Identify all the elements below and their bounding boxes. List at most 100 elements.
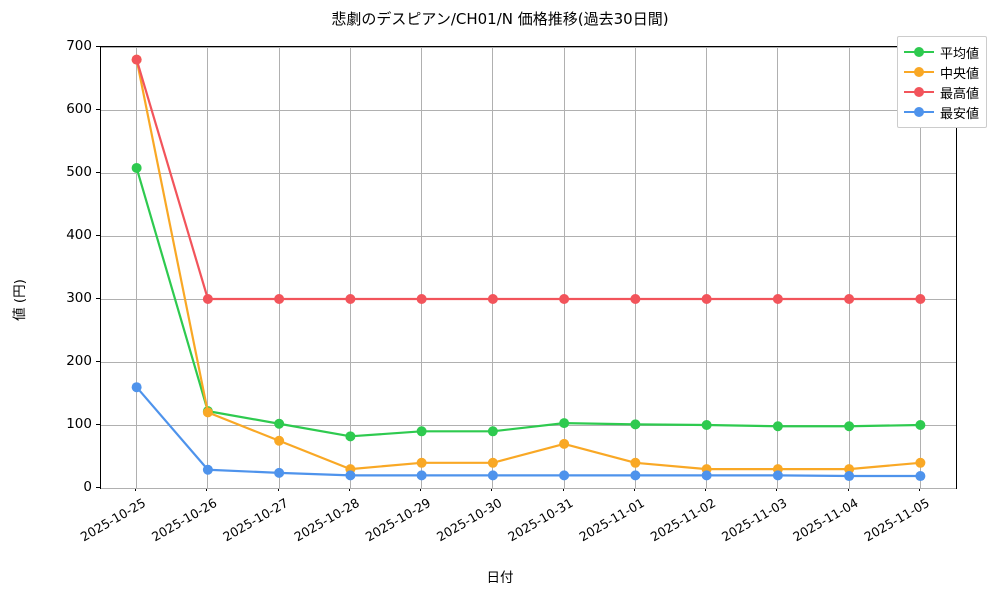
x-axis-tick-label: 2025-11-01 xyxy=(576,495,647,545)
legend-item-2[interactable]: 中央値 xyxy=(903,62,979,82)
x-axis-tick-label: 2025-10-27 xyxy=(220,495,291,545)
data-point xyxy=(844,471,855,482)
data-point xyxy=(274,435,285,446)
data-point xyxy=(274,418,285,429)
y-axis-tick-label: 100 xyxy=(66,416,92,432)
data-point xyxy=(487,426,498,437)
series-line xyxy=(135,386,922,478)
y-axis-label: 値 (円) xyxy=(12,279,28,321)
data-point xyxy=(202,294,213,304)
gridline-vertical xyxy=(136,47,138,488)
data-point xyxy=(844,421,855,432)
plot-area xyxy=(100,46,957,489)
data-point xyxy=(630,470,641,481)
y-axis-tick-label: 600 xyxy=(66,101,92,117)
x-axis-tick-mark xyxy=(277,487,279,491)
data-point xyxy=(772,470,783,481)
x-axis-tick-mark xyxy=(135,487,137,491)
data-point xyxy=(202,464,213,475)
y-axis-tick-mark xyxy=(96,234,100,236)
x-axis-tick-mark xyxy=(420,487,422,491)
legend-item-4[interactable]: 最安値 xyxy=(903,102,979,122)
x-axis-tick-label: 2025-11-03 xyxy=(718,495,790,545)
gridline-horizontal xyxy=(101,424,956,426)
series-2 xyxy=(131,54,926,475)
data-point xyxy=(701,294,712,304)
series-4 xyxy=(131,382,926,482)
data-point xyxy=(131,162,142,173)
gridline-vertical xyxy=(421,47,423,488)
chart-title: 悲劇のデスピアン/CH01/N 価格推移(過去30日間) xyxy=(331,10,669,28)
data-point xyxy=(915,471,926,482)
data-point xyxy=(772,294,783,304)
data-point xyxy=(345,431,356,442)
x-axis-tick-mark xyxy=(206,487,208,491)
data-point xyxy=(274,294,285,304)
data-series-layer xyxy=(131,54,926,482)
x-axis-tick-mark xyxy=(918,487,920,491)
y-axis-tick-mark xyxy=(96,108,100,110)
series-line xyxy=(135,58,922,471)
legend-item-3[interactable]: 最高値 xyxy=(903,82,979,102)
legend-marker-icon xyxy=(903,65,934,79)
x-axis-tick-label: 2025-10-28 xyxy=(291,495,362,545)
data-point xyxy=(701,420,712,430)
gridline-vertical xyxy=(777,47,779,488)
series-line xyxy=(135,166,922,438)
gridline-horizontal xyxy=(101,109,956,111)
legend-label: 平均値 xyxy=(939,46,979,62)
gridline-vertical xyxy=(278,47,280,488)
data-point xyxy=(915,457,926,468)
x-axis-tick-label: 2025-10-31 xyxy=(505,495,576,545)
gridline-horizontal xyxy=(101,172,956,174)
x-axis-tick-mark xyxy=(776,487,778,491)
data-point xyxy=(844,294,855,304)
data-point xyxy=(630,294,641,304)
data-point xyxy=(915,294,926,304)
y-axis-tick-label: 500 xyxy=(66,164,92,180)
data-point xyxy=(630,419,641,430)
y-axis-tick-label: 200 xyxy=(66,353,92,369)
y-axis-tick-mark xyxy=(96,423,100,425)
data-point xyxy=(487,294,498,304)
gridline-vertical xyxy=(706,47,708,488)
y-axis-tick-label: 300 xyxy=(66,290,92,306)
series-line xyxy=(135,58,922,301)
x-axis-tick-label: 2025-11-02 xyxy=(647,495,719,545)
legend-label: 最高値 xyxy=(939,86,979,102)
data-point xyxy=(559,470,570,481)
x-axis-tick-label: 2025-10-30 xyxy=(433,495,505,545)
series-3 xyxy=(131,54,926,304)
legend-label: 中央値 xyxy=(939,66,979,82)
data-point xyxy=(487,457,498,468)
x-axis-tick-mark xyxy=(705,487,707,491)
gridline-vertical xyxy=(919,47,921,488)
x-axis-tick-mark xyxy=(562,487,564,491)
data-point xyxy=(559,418,570,429)
gridline-vertical xyxy=(207,47,209,488)
gridline-horizontal xyxy=(101,487,956,489)
data-point xyxy=(915,420,926,430)
legend-marker-icon xyxy=(903,85,934,99)
gridline-vertical xyxy=(492,47,494,488)
data-point xyxy=(416,457,427,468)
data-point xyxy=(630,457,641,468)
x-axis-tick-label: 2025-10-26 xyxy=(148,495,220,545)
data-point xyxy=(416,294,427,304)
gridline-horizontal xyxy=(101,361,956,363)
data-point xyxy=(844,464,855,475)
data-point xyxy=(416,426,427,437)
data-point xyxy=(772,421,783,432)
data-point xyxy=(274,467,285,478)
data-point xyxy=(701,470,712,481)
plot-inner xyxy=(101,46,956,489)
y-axis-tick-label: 0 xyxy=(83,479,92,495)
gridline-vertical xyxy=(563,47,565,488)
data-point xyxy=(487,470,498,481)
legend-item-1[interactable]: 平均値 xyxy=(903,42,979,62)
gridline-vertical xyxy=(349,47,351,488)
gridline-vertical xyxy=(634,47,636,488)
data-point xyxy=(345,294,356,304)
data-point xyxy=(416,470,427,481)
